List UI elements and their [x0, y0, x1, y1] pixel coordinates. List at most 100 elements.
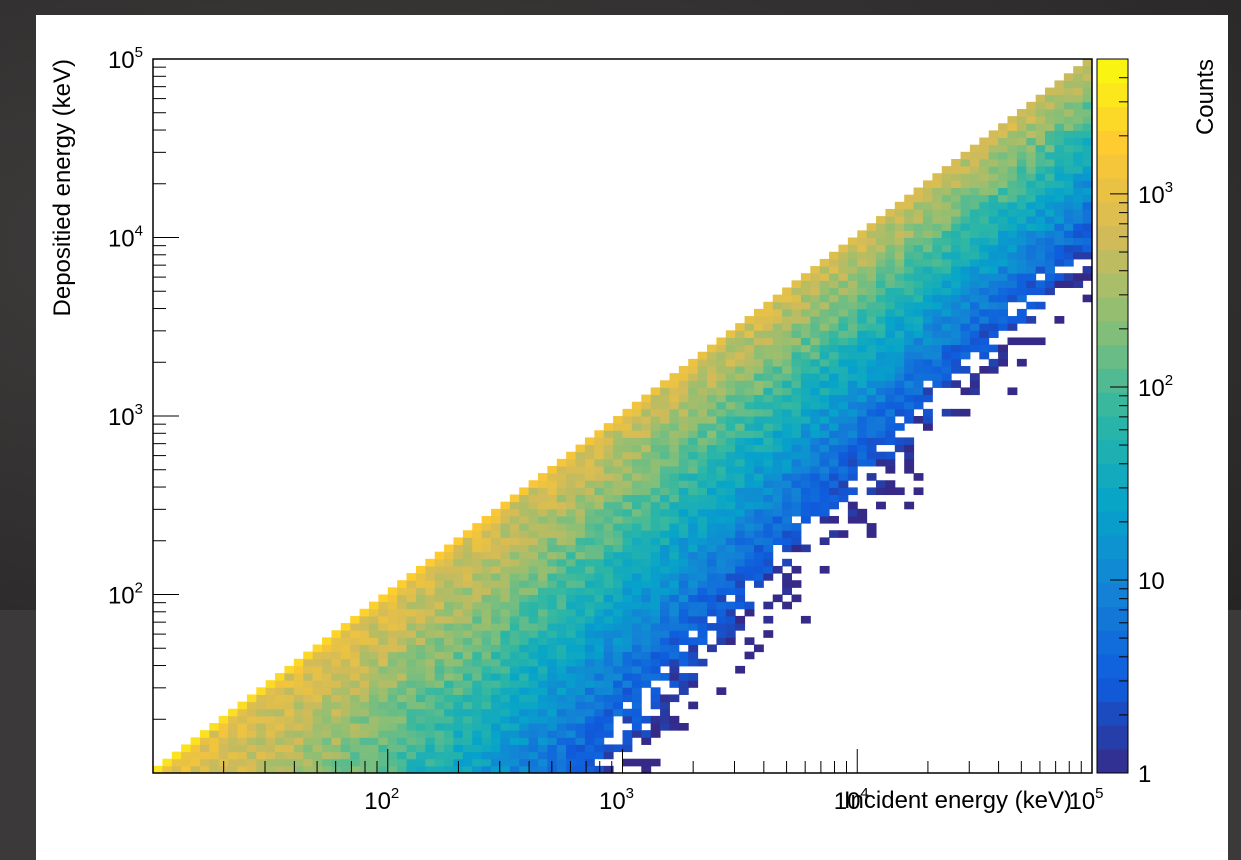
heatmap-bin — [528, 565, 539, 574]
heatmap-bin — [434, 665, 445, 674]
heatmap-bin — [509, 744, 520, 753]
heatmap-bin — [660, 487, 670, 496]
heatmap-bin — [660, 423, 670, 431]
x-tick-label: 102 — [364, 785, 399, 815]
heatmap-bin — [491, 580, 501, 588]
heatmap-bin — [716, 444, 727, 453]
heatmap-bin — [697, 366, 708, 374]
heatmap-bin — [744, 330, 755, 338]
heatmap-bin — [941, 287, 952, 296]
heatmap-bin — [960, 194, 971, 203]
heatmap-bin — [275, 737, 285, 745]
heatmap-bin — [603, 515, 614, 524]
heatmap-bin — [791, 387, 802, 396]
heatmap-bin — [810, 266, 821, 274]
heatmap-bin — [847, 301, 858, 310]
heatmap-bin — [688, 544, 699, 553]
heatmap-bin — [547, 601, 558, 610]
heatmap-bin — [678, 465, 689, 474]
heatmap-bin — [462, 694, 473, 703]
heatmap-bin — [904, 201, 915, 210]
heatmap-bin — [331, 630, 342, 638]
heatmap-bin — [847, 437, 858, 446]
heatmap-bin — [744, 515, 755, 524]
heatmap-bin — [594, 508, 605, 517]
heatmap-bin — [613, 494, 623, 503]
heatmap-bin — [753, 380, 764, 388]
heatmap-bin — [810, 294, 821, 303]
heatmap-bin — [885, 430, 896, 438]
heatmap-bin — [1063, 73, 1074, 81]
heatmap-bin — [969, 266, 980, 274]
heatmap-bin — [782, 587, 793, 595]
heatmap-bin — [462, 573, 473, 581]
heatmap-bin — [744, 373, 755, 381]
heatmap-bin — [1016, 130, 1027, 139]
heatmap-bin — [819, 465, 830, 474]
heatmap-bin — [613, 608, 623, 617]
heatmap-bin — [791, 301, 802, 310]
heatmap-bin — [725, 587, 736, 595]
heatmap-bin — [678, 408, 689, 417]
heatmap-bin — [1063, 187, 1074, 196]
heatmap-bin — [829, 373, 839, 381]
heatmap-bin — [519, 737, 530, 745]
heatmap-bin — [753, 501, 764, 510]
heatmap-bin — [660, 701, 670, 710]
heatmap-bin — [519, 608, 530, 617]
heatmap-bin — [434, 573, 445, 581]
heatmap-bin — [697, 380, 708, 388]
heatmap-bin — [575, 487, 586, 496]
heatmap-bin — [650, 537, 661, 546]
heatmap-bin — [378, 637, 389, 645]
heatmap-bin — [763, 565, 774, 574]
heatmap-bin — [819, 480, 830, 488]
heatmap-bin — [406, 680, 417, 688]
heatmap-bin — [951, 273, 962, 281]
heatmap-bin — [744, 573, 755, 581]
heatmap-bin — [988, 251, 999, 260]
heatmap-bin — [491, 637, 501, 645]
heatmap-bin — [631, 723, 642, 731]
heatmap-bin — [707, 558, 717, 567]
heatmap-bin — [434, 673, 445, 681]
heatmap-bin — [547, 573, 558, 581]
heatmap-bin — [847, 344, 858, 353]
heatmap-bin — [584, 715, 595, 724]
heatmap-bin — [350, 701, 361, 710]
heatmap-bin — [472, 701, 483, 710]
heatmap-bin — [969, 208, 980, 217]
heatmap-bin — [763, 316, 774, 324]
heatmap-bin — [716, 473, 727, 481]
heatmap-bin — [519, 687, 530, 695]
heatmap-bin — [1073, 87, 1084, 96]
heatmap-bin — [378, 608, 389, 617]
color-scale-step — [1097, 368, 1128, 393]
heatmap-bin — [199, 765, 210, 774]
heatmap-bin — [622, 573, 633, 581]
heatmap-bin — [669, 558, 680, 567]
heatmap-bin — [359, 608, 370, 617]
heatmap-bin — [716, 430, 727, 438]
heatmap-bin — [1073, 201, 1084, 210]
heatmap-bin — [331, 751, 342, 760]
heatmap-bin — [519, 530, 530, 538]
heatmap-bin — [829, 423, 839, 431]
heatmap-bin — [885, 280, 896, 288]
heatmap-bin — [481, 515, 492, 524]
heatmap-bin — [444, 637, 454, 645]
heatmap-bin — [509, 523, 520, 531]
heatmap-bin — [397, 708, 408, 717]
heatmap-bin — [340, 630, 351, 638]
heatmap-bin — [528, 587, 539, 595]
heatmap-bin — [293, 665, 304, 674]
color-scale-step — [1097, 654, 1128, 679]
heatmap-bin — [922, 230, 933, 238]
heatmap-bin — [782, 387, 793, 396]
heatmap-bin — [453, 737, 464, 745]
heatmap-bin — [434, 694, 445, 703]
heatmap-bin — [481, 658, 492, 667]
heatmap-bin — [293, 758, 304, 767]
heatmap-bin — [725, 473, 736, 481]
heatmap-bin — [303, 744, 314, 753]
